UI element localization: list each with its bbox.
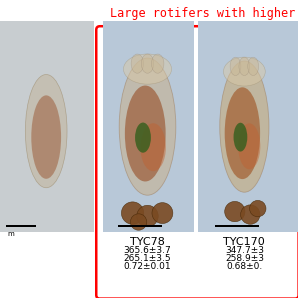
Ellipse shape [224,57,265,86]
Ellipse shape [25,74,67,188]
Bar [118,225,162,227]
Bar [198,21,298,232]
Ellipse shape [122,202,144,224]
Ellipse shape [123,54,172,84]
Ellipse shape [131,54,144,73]
Bar [6,225,36,227]
Ellipse shape [241,205,260,224]
Ellipse shape [135,122,151,153]
Text: 0.72±0.01: 0.72±0.01 [124,262,171,271]
Text: 258.9±3: 258.9±3 [225,254,264,263]
Text: Large rotifers with higher pe: Large rotifers with higher pe [110,7,298,21]
Text: 0.68±0.: 0.68±0. [226,262,263,271]
Ellipse shape [248,57,259,75]
Ellipse shape [125,86,166,181]
Text: 365.6±3.7: 365.6±3.7 [124,246,171,255]
Ellipse shape [152,203,173,224]
Text: 347.7±3: 347.7±3 [225,246,264,255]
Text: TYC170: TYC170 [224,237,265,247]
Ellipse shape [225,87,260,179]
Bar [0,21,94,232]
Ellipse shape [239,57,250,75]
Ellipse shape [141,54,154,73]
Ellipse shape [238,123,260,169]
Ellipse shape [31,95,61,179]
Ellipse shape [119,58,176,195]
Text: TYC78: TYC78 [130,237,165,247]
Ellipse shape [220,61,269,192]
Ellipse shape [137,205,158,227]
Ellipse shape [234,123,247,152]
Ellipse shape [151,54,164,73]
Ellipse shape [230,57,241,75]
Text: 265.1±3.5: 265.1±3.5 [124,254,171,263]
Ellipse shape [140,123,166,171]
Bar [103,21,194,232]
Ellipse shape [249,200,266,217]
Bar [215,225,259,227]
Ellipse shape [131,214,147,230]
Ellipse shape [225,201,245,222]
Text: m: m [7,231,14,237]
